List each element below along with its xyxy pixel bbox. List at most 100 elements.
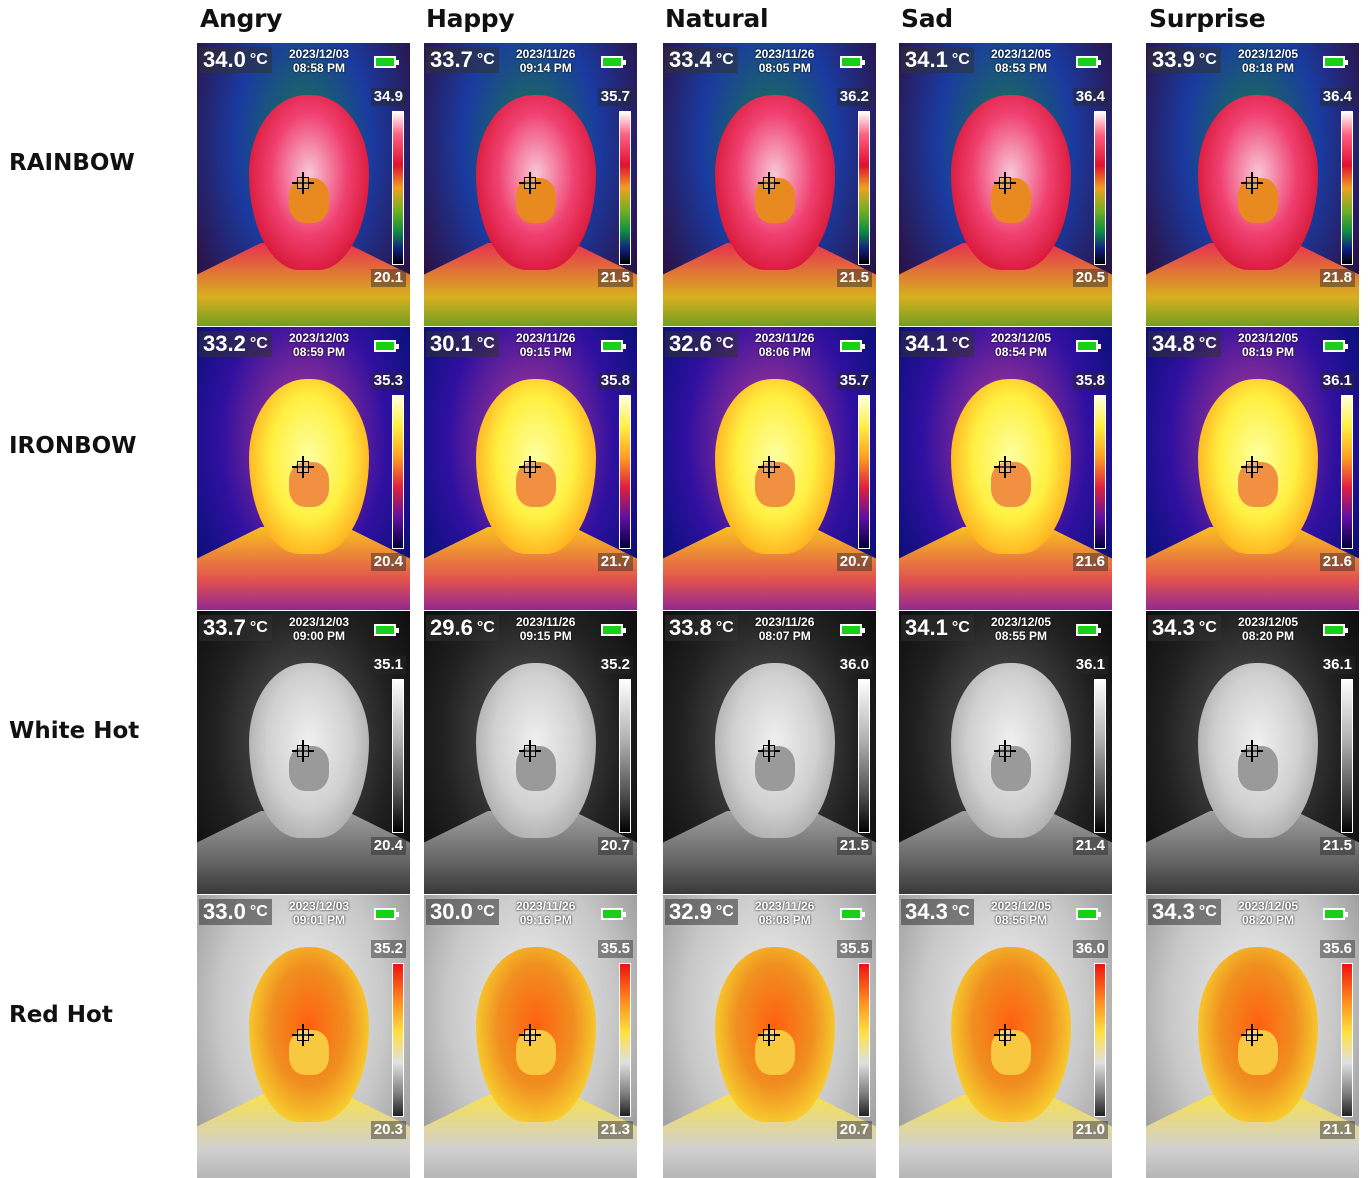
temperature-unit: °C xyxy=(476,51,495,68)
temperature-unit: °C xyxy=(951,619,970,636)
capture-datetime: 2023/11/26 08:05 PM xyxy=(755,47,814,75)
capture-date: 2023/11/26 xyxy=(755,899,815,913)
temperature-unit: °C xyxy=(951,51,970,68)
thermal-image: 33.7 °C 2023/12/03 09:00 PM 35.1 20.4 xyxy=(197,611,410,894)
battery-icon xyxy=(1323,340,1348,352)
spot-temperature-value: 32.6 xyxy=(669,331,712,356)
scale-max-temperature: 36.0 xyxy=(1072,940,1108,958)
spot-temperature-value: 33.9 xyxy=(1152,47,1195,72)
scale-min-temperature: 21.4 xyxy=(1072,837,1108,855)
capture-date: 2023/12/03 xyxy=(289,615,350,629)
capture-datetime: 2023/12/05 08:55 PM xyxy=(991,615,1051,643)
crosshair-box xyxy=(1246,177,1258,189)
temperature-unit: °C xyxy=(249,51,268,68)
battery-icon xyxy=(601,908,626,920)
capture-time: 08:59 PM xyxy=(293,345,346,359)
thermal-image: 32.9 °C 2023/11/26 08:08 PM 35.5 20.7 xyxy=(663,895,876,1178)
spot-temperature: 34.3 °C xyxy=(901,899,974,925)
column-header: Angry xyxy=(200,4,283,33)
capture-time: 08:08 PM xyxy=(758,913,811,927)
thermal-image: 33.2 °C 2023/12/03 08:59 PM 35.3 20.4 xyxy=(197,327,410,610)
spot-temperature: 33.4 °C xyxy=(665,47,738,73)
crosshair-icon xyxy=(758,456,780,478)
crosshair-icon xyxy=(994,1024,1016,1046)
color-scale-bar xyxy=(1094,679,1106,833)
scale-max-temperature: 35.3 xyxy=(370,372,406,390)
scale-min-temperature: 20.4 xyxy=(370,553,406,571)
battery-icon xyxy=(601,624,626,636)
capture-date: 2023/12/05 xyxy=(1238,899,1299,913)
color-scale-bar xyxy=(858,111,870,265)
crosshair-box xyxy=(999,461,1011,473)
crosshair-icon xyxy=(1241,172,1263,194)
capture-date: 2023/11/26 xyxy=(516,47,576,61)
thermal-nose xyxy=(1238,746,1278,791)
color-scale-bar xyxy=(1094,395,1106,549)
spot-temperature-value: 34.3 xyxy=(1152,899,1195,924)
scale-min-temperature: 21.7 xyxy=(597,553,633,571)
color-scale-bar xyxy=(858,963,870,1117)
spot-temperature-value: 34.3 xyxy=(905,899,948,924)
temperature-unit: °C xyxy=(1198,335,1217,352)
spot-temperature: 34.8 °C xyxy=(1148,331,1221,357)
crosshair-icon xyxy=(292,1024,314,1046)
thermal-image: 34.3 °C 2023/12/05 08:20 PM 35.6 21.1 xyxy=(1146,895,1359,1178)
crosshair-icon xyxy=(758,172,780,194)
spot-temperature: 30.0 °C xyxy=(426,899,499,925)
crosshair-box xyxy=(1246,1029,1258,1041)
capture-time: 09:14 PM xyxy=(519,61,572,75)
spot-temperature: 33.0 °C xyxy=(199,899,272,925)
thermal-image: 34.3 °C 2023/12/05 08:56 PM 36.0 21.0 xyxy=(899,895,1112,1178)
capture-datetime: 2023/11/26 09:16 PM xyxy=(516,899,575,927)
capture-date: 2023/12/05 xyxy=(991,331,1052,345)
spot-temperature: 34.3 °C xyxy=(1148,899,1221,925)
crosshair-icon xyxy=(994,456,1016,478)
scale-min-temperature: 21.5 xyxy=(836,269,872,287)
color-scale-bar xyxy=(619,963,631,1117)
spot-temperature-value: 34.1 xyxy=(905,615,948,640)
capture-datetime: 2023/12/03 09:01 PM xyxy=(289,899,349,927)
capture-datetime: 2023/12/03 08:58 PM xyxy=(289,47,349,75)
color-scale-bar xyxy=(619,679,631,833)
spot-temperature-value: 34.8 xyxy=(1152,331,1195,356)
spot-temperature: 34.1 °C xyxy=(901,331,974,357)
capture-datetime: 2023/11/26 08:08 PM xyxy=(755,899,814,927)
crosshair-icon xyxy=(994,172,1016,194)
row-label: RAINBOW xyxy=(9,150,135,176)
thermal-image: 30.1 °C 2023/11/26 09:15 PM 35.8 21.7 xyxy=(424,327,637,610)
column-header: Happy xyxy=(426,4,515,33)
color-scale-bar xyxy=(392,679,404,833)
capture-datetime: 2023/12/05 08:54 PM xyxy=(991,331,1051,359)
thermal-image: 34.1 °C 2023/12/05 08:53 PM 36.4 20.5 xyxy=(899,43,1112,326)
thermal-nose xyxy=(755,746,795,791)
crosshair-icon xyxy=(758,740,780,762)
crosshair-box xyxy=(297,177,309,189)
thermal-nose xyxy=(991,746,1031,791)
scale-min-temperature: 20.7 xyxy=(836,1121,872,1139)
crosshair-box xyxy=(524,745,536,757)
battery-icon xyxy=(374,340,399,352)
thermal-image: 34.0 °C 2023/12/03 08:58 PM 34.9 20.1 xyxy=(197,43,410,326)
spot-temperature-value: 34.3 xyxy=(1152,615,1195,640)
crosshair-box xyxy=(297,745,309,757)
color-scale-bar xyxy=(619,395,631,549)
temperature-unit: °C xyxy=(715,903,734,920)
spot-temperature: 34.0 °C xyxy=(199,47,272,73)
capture-date: 2023/12/03 xyxy=(289,331,350,345)
scale-min-temperature: 21.5 xyxy=(1319,837,1355,855)
spot-temperature-value: 33.2 xyxy=(203,331,246,356)
battery-icon xyxy=(1323,56,1348,68)
capture-date: 2023/12/03 xyxy=(289,899,350,913)
spot-temperature: 34.1 °C xyxy=(901,615,974,641)
spot-temperature-value: 33.8 xyxy=(669,615,712,640)
scale-min-temperature: 20.7 xyxy=(597,837,633,855)
thermal-nose xyxy=(991,1030,1031,1075)
spot-temperature: 34.3 °C xyxy=(1148,615,1221,641)
capture-datetime: 2023/12/03 08:59 PM xyxy=(289,331,349,359)
spot-temperature-value: 34.1 xyxy=(905,47,948,72)
battery-icon xyxy=(601,56,626,68)
scale-max-temperature: 36.0 xyxy=(836,656,872,674)
thermal-image: 34.8 °C 2023/12/05 08:19 PM 36.1 21.6 xyxy=(1146,327,1359,610)
crosshair-box xyxy=(524,461,536,473)
scale-max-temperature: 36.2 xyxy=(836,88,872,106)
